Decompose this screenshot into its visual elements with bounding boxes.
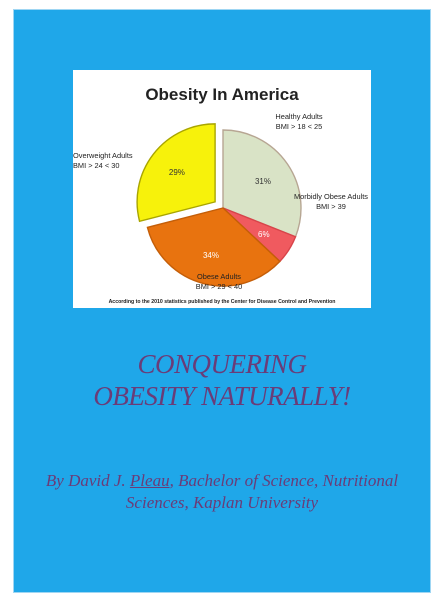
pie-slices [136, 123, 302, 287]
pie-category-name: Morbidly Obese Adults [294, 192, 368, 201]
pie-slice-healthy-adults [222, 129, 302, 238]
pie-slice-obese-adults [146, 207, 281, 287]
chart-footnote: According to the 2010 statistics publish… [109, 299, 336, 305]
pie-category-range: BMI > 24 < 30 [73, 161, 119, 170]
pie-category-range: BMI > 18 < 25 [276, 122, 322, 131]
pie-slice-value-obese-adults: 34% [203, 251, 219, 260]
pie-slice-overweight-adults [136, 123, 216, 223]
pie-category-label-obese-adults: Obese Adults BMI > 29 < 40 [196, 272, 242, 291]
pie-category-name: Obese Adults [197, 272, 241, 281]
pie-slice-value-healthy-adults: 31% [255, 177, 271, 186]
book-title: CONQUERING OBESITY NATURALLY! [14, 348, 430, 412]
pie-slice-value-morbidly-obese-adults: 6% [258, 230, 270, 239]
pie-chart-panel: Obesity In America 31% 6% 34% 29% Healthy A… [73, 70, 371, 308]
chart-title: Obesity In America [145, 85, 299, 104]
pie-category-name: Overweight Adults [73, 151, 133, 160]
author-byline: By David J. Pleau, Bachelor of Science, … [44, 470, 400, 514]
book-title-line-1: CONQUERING [137, 349, 308, 379]
pie-category-range: BMI > 29 < 40 [196, 282, 242, 291]
pie-category-name: Healthy Adults [275, 112, 323, 121]
obesity-pie-chart: Obesity In America 31% 6% 34% 29% Healthy A… [73, 85, 368, 305]
pie-category-label-healthy-adults: Healthy Adults BMI > 18 < 25 [275, 112, 323, 131]
book-title-line-2: OBESITY NATURALLY! [93, 381, 351, 411]
book-cover: Obesity In America 31% 6% 34% 29% Healthy A… [14, 10, 430, 592]
pie-slice-value-overweight-adults: 29% [169, 168, 185, 177]
pie-category-label-morbidly-obese-adults: Morbidly Obese Adults BMI > 39 [294, 192, 368, 211]
pie-category-label-overweight-adults: Overweight Adults BMI > 24 < 30 [73, 151, 133, 170]
pie-category-range: BMI > 39 [316, 202, 346, 211]
byline-prefix: By David J. [45, 471, 130, 490]
byline-suffix: , Bachelor of Science, Nutritional Scien… [125, 471, 399, 512]
author-surname: Pleau [129, 471, 170, 490]
pie-category-labels: Healthy Adults BMI > 18 < 25 Morbidly Obes… [73, 112, 368, 291]
pie-slice-labels: 31% 6% 34% 29% [169, 168, 271, 260]
